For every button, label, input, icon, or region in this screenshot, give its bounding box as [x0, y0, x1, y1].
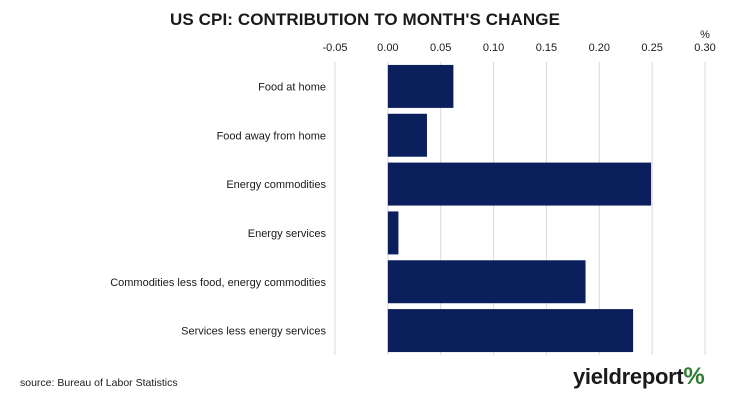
bar — [387, 64, 454, 108]
x-tick-label: 0.30 — [694, 42, 715, 54]
chart-title: US CPI: CONTRIBUTION TO MONTH'S CHANGE — [169, 10, 561, 29]
x-tick-label: 0.00 — [377, 42, 398, 54]
category-label: Energy services — [248, 228, 327, 240]
bar — [387, 211, 399, 255]
bar — [387, 309, 634, 353]
x-tick-label: 0.10 — [483, 42, 504, 54]
category-label: Energy commodities — [226, 179, 326, 191]
x-tick-label: -0.05 — [322, 42, 347, 54]
unit-label: % — [700, 29, 710, 41]
bar — [387, 162, 652, 206]
x-tick-label: 0.20 — [589, 42, 610, 54]
logo-percent-icon: % — [683, 363, 705, 390]
yieldreport-logo: yieldreport% — [573, 363, 705, 391]
x-tick-label: 0.25 — [641, 42, 662, 54]
x-tick-label: 0.15 — [536, 42, 557, 54]
category-label: Food away from home — [217, 130, 326, 142]
bar — [387, 260, 586, 304]
category-label: Services less energy services — [181, 326, 326, 338]
category-label: Commodities less food, energy commoditie… — [110, 277, 326, 289]
category-label: Food at home — [258, 81, 326, 93]
logo-text: yieldreport — [573, 364, 684, 389]
x-tick-label: 0.05 — [430, 42, 451, 54]
source-note: source: Bureau of Labor Statistics — [20, 377, 178, 389]
bar — [387, 113, 427, 157]
